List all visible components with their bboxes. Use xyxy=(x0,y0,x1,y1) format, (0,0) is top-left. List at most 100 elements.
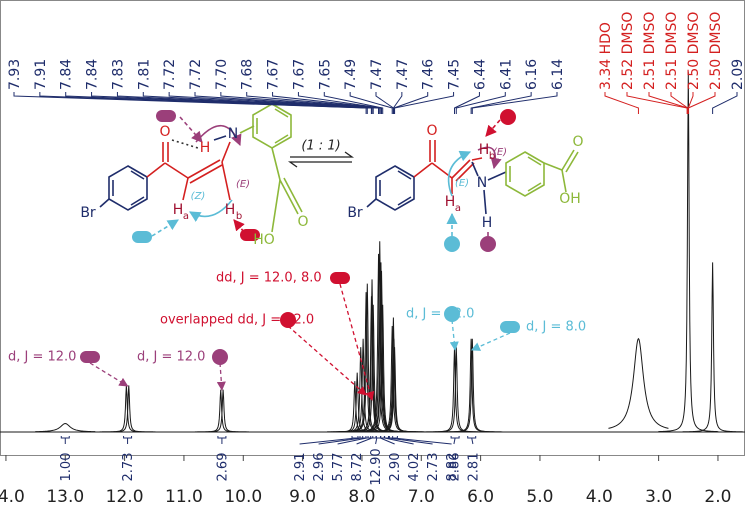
integral-bracket xyxy=(123,436,133,439)
peak-label: 7.70 xyxy=(214,59,230,90)
integral-connector xyxy=(471,437,474,445)
peak-label-connector xyxy=(142,92,374,114)
annotation-arrow xyxy=(339,283,375,401)
integral-connector xyxy=(388,437,433,445)
atom-label: H xyxy=(482,215,493,231)
peak-label: 6.14 xyxy=(550,59,566,90)
atom-label: H xyxy=(479,142,490,158)
annotation-marker xyxy=(212,349,228,365)
peak-label: 6.44 xyxy=(472,59,488,90)
peak-label-connector xyxy=(455,92,506,114)
peak-label-connector xyxy=(39,92,368,114)
atom-label: H xyxy=(445,194,456,210)
stereo-label: (Z) xyxy=(191,191,206,202)
integral-label: 2.90 xyxy=(388,453,403,482)
spectrum-peak xyxy=(35,423,96,433)
peak-label-connector xyxy=(648,92,689,114)
stereo-label: (E) xyxy=(236,179,250,190)
peak-label-connector xyxy=(116,92,373,114)
integral-connector xyxy=(318,437,363,445)
integral-label: 2.81 xyxy=(466,453,481,482)
peak-label-connector xyxy=(670,92,689,114)
peak-label: 7.91 xyxy=(33,59,49,90)
atom-label: H xyxy=(200,140,211,156)
peak-label-connector xyxy=(454,92,480,114)
peak-label-connector xyxy=(392,92,403,114)
integral-label: 8.72 xyxy=(350,453,365,482)
peak-label: 7.84 xyxy=(59,59,75,90)
x-tick-label: 9.0 xyxy=(289,487,316,507)
peak-label: 2.51 DMSO xyxy=(664,12,680,90)
atom-label: OH xyxy=(559,191,581,207)
annotation: d, J = 12.0 xyxy=(406,307,474,322)
spectrum-peak xyxy=(364,347,425,433)
atom-subscript: a xyxy=(455,203,461,214)
peak-label-connector xyxy=(297,92,383,114)
atom-label: N xyxy=(228,126,238,142)
x-tick-label: 8.0 xyxy=(348,487,375,507)
peak-label-connector xyxy=(220,92,381,114)
spectrum-peak xyxy=(682,262,743,433)
integral-label: 2.73 xyxy=(121,453,136,482)
integral-connector xyxy=(453,437,456,445)
atom-subscript: b xyxy=(236,211,242,222)
annotation-marker xyxy=(280,312,296,328)
peak-label: 2.51 DMSO xyxy=(642,12,658,90)
annotation: overlapped dd, J = 12.0 xyxy=(160,313,314,328)
x-tick-label: 3.0 xyxy=(645,487,672,507)
peak-label: 7.47 xyxy=(369,59,385,90)
integral-label: 2.96 xyxy=(312,453,327,482)
annotation-marker xyxy=(444,306,460,322)
annotation-marker xyxy=(80,351,100,363)
x-tick-label: 11.0 xyxy=(165,487,203,507)
x-tick-label: 5.0 xyxy=(526,487,553,507)
annotation-marker xyxy=(330,272,350,284)
peak-label: 7.65 xyxy=(317,59,333,90)
peak-label-connector xyxy=(91,92,372,114)
atom-subscript: a xyxy=(183,211,189,222)
peak-label: 7.72 xyxy=(162,59,178,90)
spectrum-peak xyxy=(658,71,719,433)
peak-label: 3.34 HDO xyxy=(598,22,614,90)
peak-label: 6.16 xyxy=(524,59,540,90)
peak-label-connector xyxy=(687,92,716,114)
integral-bracket xyxy=(467,436,477,439)
peak-label: 7.84 xyxy=(85,59,101,90)
peak-label: 2.52 DMSO xyxy=(620,12,636,90)
x-tick-label: 7.0 xyxy=(408,487,435,507)
x-tick-label: 10.0 xyxy=(224,487,262,507)
integral-label: 12.90 xyxy=(369,448,384,485)
scheme-left xyxy=(99,103,303,243)
integral-label: 4.02 xyxy=(407,453,422,482)
atom-label: Br xyxy=(80,205,96,221)
peak-label-connector xyxy=(393,92,429,114)
integral-connector xyxy=(299,437,357,445)
annotation: dd, J = 12.0, 8.0 xyxy=(216,271,322,286)
peak-label: 7.93 xyxy=(7,59,23,90)
integral-label: 2.91 xyxy=(293,453,308,482)
atom-label: H xyxy=(225,202,236,218)
atom-label: O xyxy=(572,134,583,150)
x-tick-label: 6.0 xyxy=(467,487,494,507)
integral-connector xyxy=(384,437,414,445)
spectrum-peak xyxy=(442,338,503,433)
integral-label: 1.00 xyxy=(59,453,74,482)
annotation-marker xyxy=(500,321,520,333)
integral-bracket xyxy=(388,436,398,439)
annotation-arrow xyxy=(287,325,367,396)
ratio-label: (1 : 1) xyxy=(301,139,340,154)
peak-label: 7.46 xyxy=(421,59,437,90)
peak-label-connector xyxy=(471,92,558,114)
spectrum-peak xyxy=(426,347,487,433)
annotation-arrow xyxy=(216,362,226,391)
integral-connector xyxy=(393,437,452,445)
peak-label: 2.50 DMSO xyxy=(708,12,724,90)
annotation: d, J = 12.0 xyxy=(8,350,76,365)
stereo-label: (E) xyxy=(455,178,469,189)
stereo-label: (E) xyxy=(493,147,507,158)
integral-label: 2.86 xyxy=(447,453,462,482)
integral-connector xyxy=(337,437,367,445)
atom-label: O xyxy=(159,124,170,140)
integral-bracket xyxy=(217,436,227,439)
